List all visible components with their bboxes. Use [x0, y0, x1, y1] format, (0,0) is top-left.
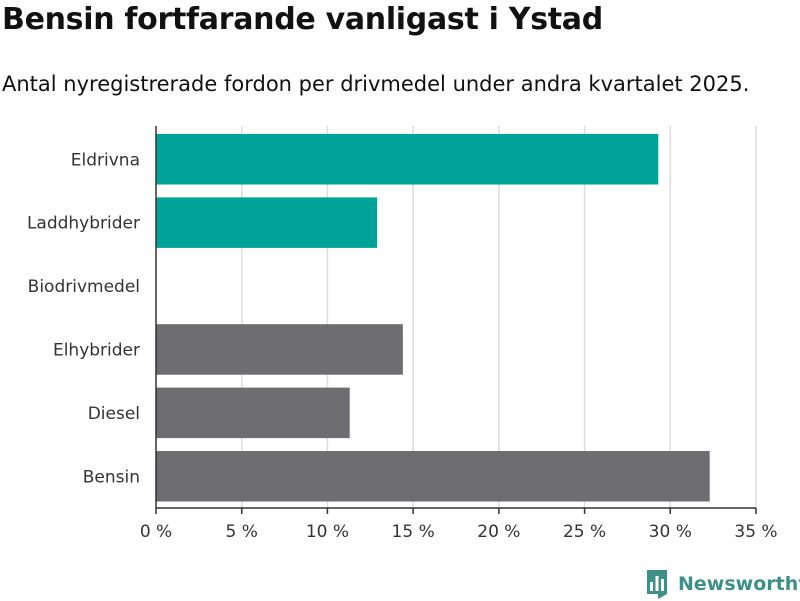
- x-tick-label: 35 %: [734, 522, 777, 542]
- bar-laddhybrider: [156, 197, 378, 248]
- bar-diesel: [156, 387, 350, 439]
- x-tick-label: 25 %: [563, 522, 606, 542]
- x-tick-label: 30 %: [649, 522, 692, 542]
- x-tick-label: 5 %: [226, 522, 258, 542]
- chart-subtitle: Antal nyregistrerade fordon per drivmede…: [2, 72, 750, 96]
- bar-bensin: [156, 451, 710, 502]
- newsworthy-logo-icon: [647, 570, 667, 599]
- x-tick-label: 10 %: [306, 522, 349, 542]
- category-label: Laddhybrider: [27, 214, 140, 234]
- bar-eldrivna: [156, 134, 659, 185]
- category-label: Bensin: [83, 467, 140, 487]
- x-tick-label: 0 %: [140, 522, 172, 542]
- x-tick-label: 15 %: [392, 522, 435, 542]
- brand-logo: Newsworthy: [645, 567, 800, 601]
- category-label: Elhybrider: [53, 340, 140, 360]
- chart-title: Bensin fortfarande vanligast i Ystad: [2, 2, 603, 37]
- category-label: Diesel: [88, 404, 140, 424]
- bar-elhybrider: [156, 324, 403, 375]
- category-label: Biodrivmedel: [28, 277, 140, 297]
- brand-name: Newsworthy: [678, 573, 800, 595]
- category-label: Eldrivna: [71, 150, 140, 170]
- x-tick-label: 20 %: [477, 522, 520, 542]
